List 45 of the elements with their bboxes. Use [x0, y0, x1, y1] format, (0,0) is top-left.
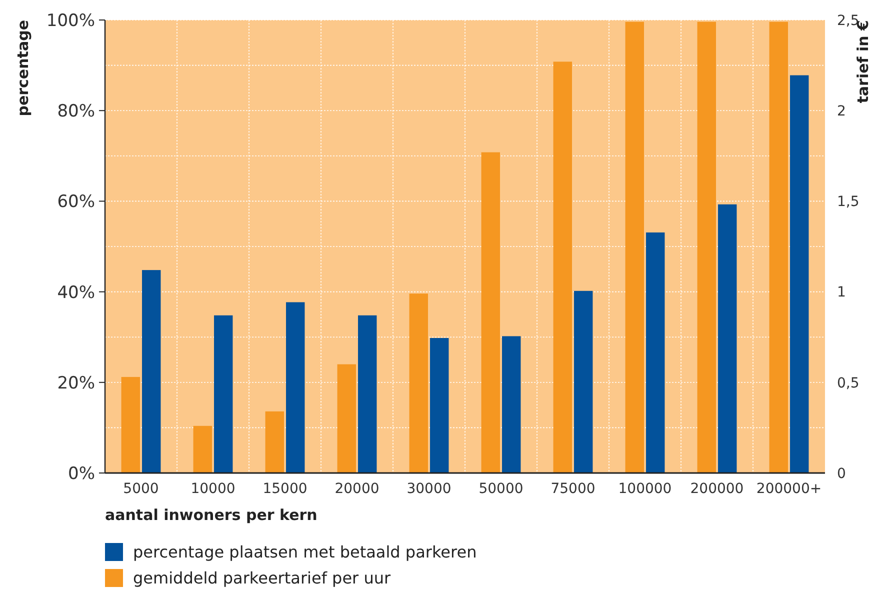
- bar: [430, 338, 449, 473]
- y-tick-label: 100%: [46, 10, 95, 31]
- bar: [502, 336, 521, 473]
- y-tick-label: 60%: [57, 192, 95, 212]
- y2-tick-label: 2: [837, 104, 846, 120]
- bar: [481, 152, 500, 473]
- bar: [718, 204, 737, 473]
- x-tick-label: 75000: [550, 481, 596, 497]
- y-tick-label: 0%: [68, 464, 95, 484]
- x-tick-label: 15000: [262, 481, 308, 497]
- legend-label: gemiddeld parkeertarief per uur: [133, 568, 391, 588]
- bar: [409, 294, 428, 473]
- y-tick-label: 80%: [57, 102, 95, 122]
- bar: [790, 75, 809, 473]
- y2-tick-label: 1,5: [837, 194, 860, 210]
- x-tick-label: 20000: [334, 481, 380, 497]
- bar: [646, 232, 665, 473]
- y-tick-label: 20%: [57, 373, 95, 394]
- bar: [193, 426, 212, 473]
- legend-label: percentage plaatsen met betaald parkeren: [133, 542, 477, 562]
- y2-tick-label: 1: [837, 284, 846, 301]
- bar: [358, 315, 377, 473]
- bar: [553, 62, 572, 473]
- bar: [214, 315, 233, 473]
- bar: [121, 376, 140, 473]
- x-tick-label: 200000: [690, 481, 744, 497]
- y-axis-title: percentage: [14, 20, 32, 116]
- bar: [625, 22, 644, 473]
- bar: [337, 364, 356, 473]
- x-tick-label: 30000: [406, 481, 452, 497]
- bar: [142, 270, 161, 473]
- x-tick-label: 200000+: [756, 481, 822, 497]
- bar: [697, 22, 716, 473]
- x-axis-title: aantal inwoners per kern: [105, 506, 318, 524]
- x-tick-label: 100000: [618, 481, 672, 497]
- bar: [574, 290, 593, 473]
- y-tick-label: 40%: [57, 282, 95, 303]
- x-tick-label: 5000: [123, 481, 159, 497]
- bar: [769, 22, 788, 473]
- bar: [265, 411, 284, 473]
- y2-tick-label: 0,5: [837, 375, 860, 392]
- bar: [286, 302, 305, 473]
- x-tick-label: 50000: [478, 481, 524, 497]
- y2-tick-label: 0: [837, 466, 846, 482]
- x-tick-label: 10000: [190, 481, 236, 497]
